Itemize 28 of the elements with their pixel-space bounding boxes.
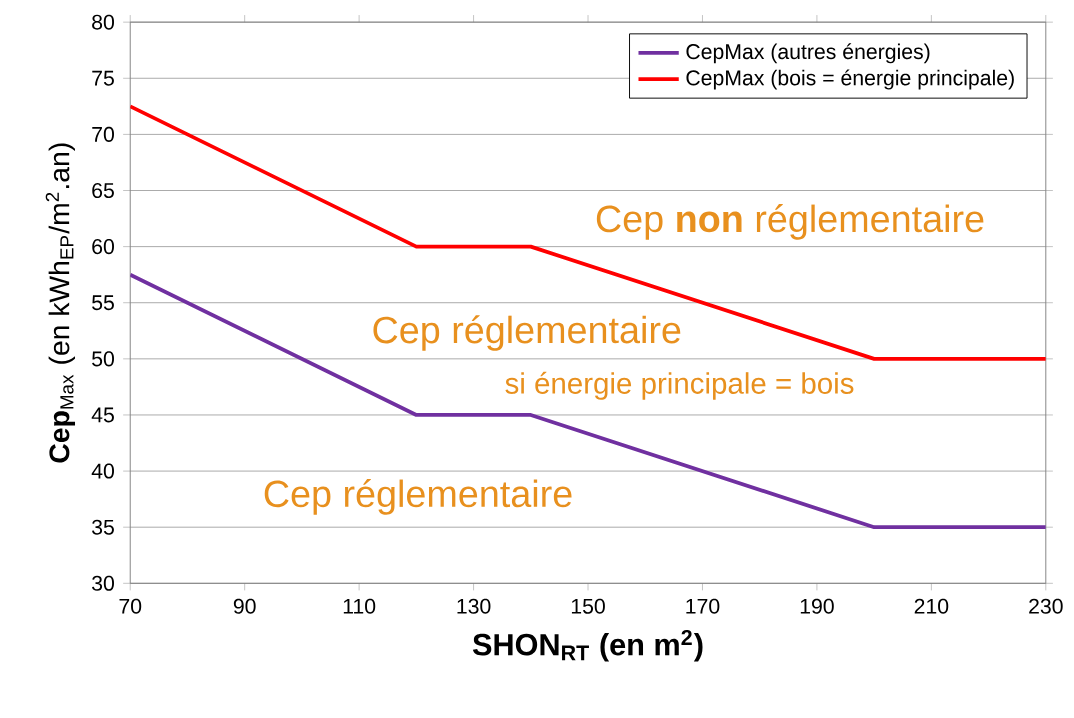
y-tick-label: 65 xyxy=(92,182,114,198)
x-tick-label: 130 xyxy=(457,598,491,614)
x-tick-label: 150 xyxy=(571,598,605,614)
y-tick-label: 50 xyxy=(92,351,114,367)
legend-label: CepMax (bois = énergie principale) xyxy=(686,69,1014,90)
x-axis-title: SHON$_{RT}$ (en m$^{2}$) xyxy=(472,629,703,662)
y-tick-label: 30 xyxy=(92,575,114,591)
y-tick-label: 60 xyxy=(92,238,114,255)
x-tick-label: 190 xyxy=(800,598,834,614)
y-tick-label: 80 xyxy=(92,14,114,30)
x-tick-label: 90 xyxy=(233,598,256,614)
x-tick-label: 70 xyxy=(119,598,142,614)
x-tick-label: 230 xyxy=(1029,598,1063,614)
y-tick-label: 40 xyxy=(91,463,114,479)
x-tick-label: 110 xyxy=(343,598,376,614)
x-tick-label: 210 xyxy=(914,598,949,614)
y-axis-title: Cep$_{Max}$ (en kWh$_{EP}$/m$^{2}$.an) xyxy=(45,143,76,463)
annotation: Cep réglementaire xyxy=(264,478,572,515)
legend-label: CepMax (autres énergies) xyxy=(686,43,930,64)
y-tick-label: 35 xyxy=(92,519,114,535)
annotation: si énergie principale = bois xyxy=(505,371,854,400)
x-tick-label: 170 xyxy=(686,598,720,614)
annotation: Cep réglementaire xyxy=(373,315,681,351)
y-tick-label: 45 xyxy=(91,407,114,423)
y-tick-label: 70 xyxy=(92,126,114,142)
y-tick-label: 55 xyxy=(92,295,114,311)
y-tick-label: 75 xyxy=(92,70,114,86)
annotation: Cep non réglementaire xyxy=(596,204,984,240)
